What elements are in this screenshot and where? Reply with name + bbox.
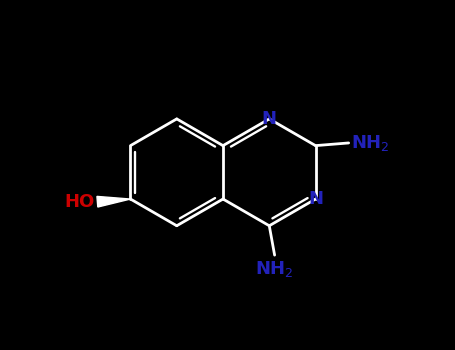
Text: N: N <box>308 190 323 208</box>
Text: N: N <box>262 110 277 128</box>
Text: NH$_2$: NH$_2$ <box>255 259 294 279</box>
Text: NH$_2$: NH$_2$ <box>351 133 389 153</box>
Text: HO: HO <box>64 193 94 211</box>
Polygon shape <box>97 196 131 207</box>
